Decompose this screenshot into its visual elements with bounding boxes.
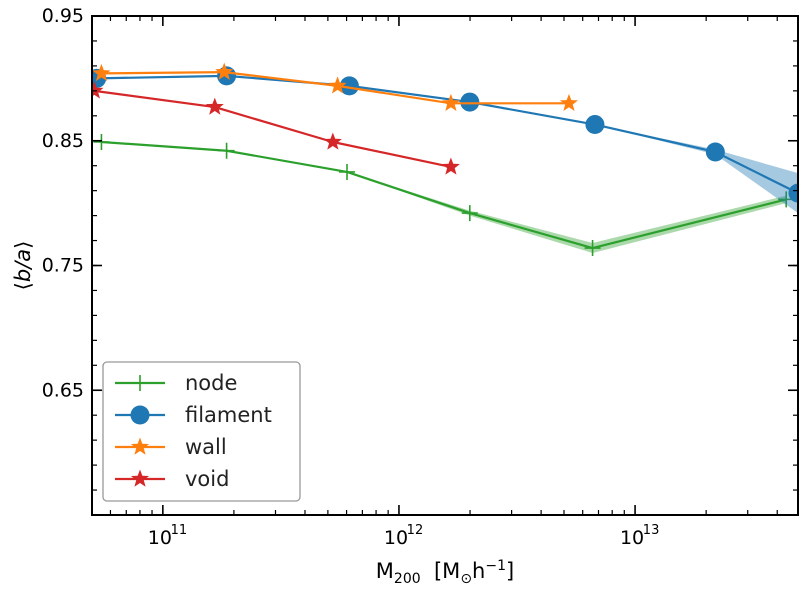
y-tick-label: 0.95: [42, 5, 84, 27]
y-axis-label-part: b/a: [11, 249, 35, 282]
x-tick-label: 10: [148, 527, 172, 549]
legend-entry-wall: wall: [115, 435, 227, 459]
filament-point-5: [705, 142, 725, 162]
y-tick-label: 0.85: [42, 130, 84, 152]
filament-point-2: [339, 76, 359, 96]
x-axis-label-part: ⊙: [460, 571, 472, 587]
filament-point-3: [460, 92, 480, 112]
y-axis-label-part: ⟨: [11, 282, 35, 290]
wall-point-3: [441, 93, 460, 112]
x-axis-label-part: h: [472, 559, 485, 583]
legend-entry-void: void: [115, 467, 229, 491]
x-tick-label-exponent: 11: [171, 523, 188, 538]
y-tick-label: 0.75: [42, 255, 84, 277]
legend-marker-wall: [130, 437, 150, 455]
legend-label-filament: filament: [185, 403, 272, 427]
x-axis-label: M200 [M⊙h−1]M200 [M⊙h−1]: [376, 558, 514, 587]
x-tick-label: 10: [384, 527, 408, 549]
x-tick-label-exponent: 12: [407, 523, 424, 538]
x-axis-label-part: −1: [485, 558, 506, 574]
legend-marker-void: [130, 469, 150, 487]
node-point-2: [339, 163, 356, 180]
y-axis-label-part: ⟩: [11, 241, 35, 249]
y-tick-label: 0.65: [42, 379, 84, 401]
legend-label-wall: wall: [185, 435, 227, 459]
series-node: [93, 133, 795, 257]
void-point-3: [441, 157, 460, 175]
node-point-4: [584, 240, 601, 257]
wall-point-1: [215, 62, 234, 80]
wall-point-2: [328, 76, 347, 94]
void-line: [94, 89, 452, 169]
y-axis-label: ⟨b/a⟩⟨b/a⟩: [11, 241, 35, 291]
wall-point-4: [559, 93, 578, 112]
void-point-0: [92, 81, 104, 99]
series-void: [92, 81, 460, 175]
legend: node filament wall void: [102, 361, 301, 502]
node-point-0: [93, 133, 110, 150]
node-line: [101, 140, 787, 250]
x-axis-label-part: [M: [421, 559, 461, 583]
x-axis-label-part: M: [376, 559, 394, 583]
legend-entry-filament: filament: [115, 403, 272, 427]
x-axis-label-part: ]: [506, 559, 514, 583]
wall-point-0: [92, 63, 111, 82]
legend-label-void: void: [185, 467, 229, 491]
legend-entry-node: node: [115, 371, 237, 395]
x-axis-label-part: 200: [394, 571, 421, 587]
x-tick-label: 10: [620, 527, 644, 549]
series-layer: [92, 62, 798, 257]
series-wall: [92, 62, 578, 112]
void-point-2: [323, 132, 342, 150]
legend-box: [102, 361, 301, 502]
legend-marker-node: [132, 375, 148, 391]
filament-point-6: [788, 183, 798, 203]
legend-marker-filament: [130, 405, 150, 425]
filament-point-4: [585, 115, 605, 135]
node-point-1: [218, 142, 235, 159]
legend-label-node: node: [185, 371, 237, 395]
node-point-3: [461, 205, 478, 222]
void-point-1: [205, 97, 224, 115]
x-tick-label-exponent: 13: [643, 523, 660, 538]
